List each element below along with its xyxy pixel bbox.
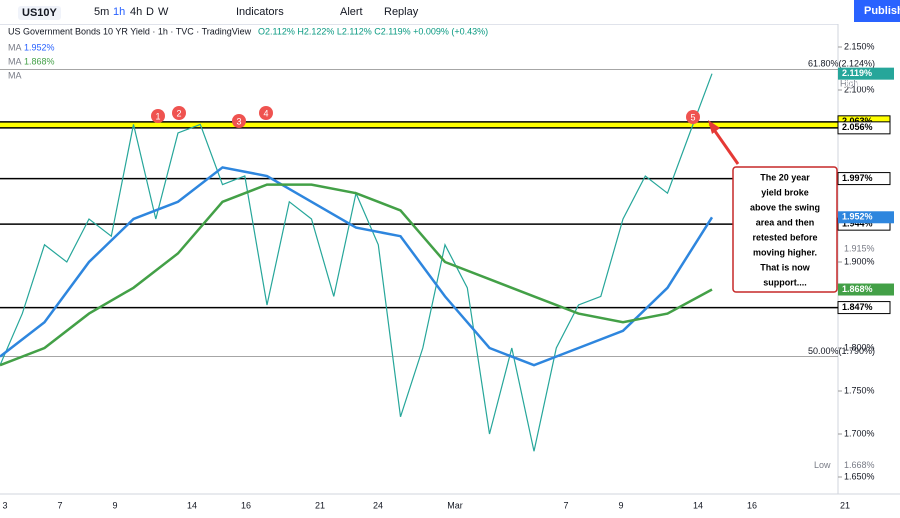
price-tag-label: 1.952% bbox=[842, 212, 873, 222]
interval[interactable]: 5m bbox=[94, 6, 110, 18]
ma-green bbox=[0, 183, 713, 367]
price bbox=[0, 73, 713, 452]
x-tick-label: 9 bbox=[618, 500, 623, 510]
avg-value: 1.915% bbox=[844, 243, 875, 253]
interval[interactable]: 1h bbox=[113, 6, 126, 18]
alert[interactable]: Alert bbox=[340, 6, 363, 18]
x-tick-label: 16 bbox=[747, 500, 757, 510]
y-tick-label: 1.900% bbox=[844, 256, 875, 266]
level-tag-label: 2.056% bbox=[842, 122, 873, 132]
price-tag bbox=[838, 67, 894, 80]
ma-label: MA bbox=[8, 42, 22, 52]
ma-blue bbox=[0, 166, 714, 367]
price-tag bbox=[838, 283, 894, 296]
swing-marker bbox=[232, 114, 246, 128]
chart: US Government Bonds 10 YR Yield · 1h · T… bbox=[0, 24, 900, 518]
fib-label: 61.80%(2.124%) bbox=[808, 59, 875, 69]
x-tick-label: 7 bbox=[563, 500, 568, 510]
x-tick-label: 21 bbox=[315, 500, 325, 510]
x-tick-label: 14 bbox=[187, 500, 197, 510]
swing-marker bbox=[172, 106, 186, 120]
interval[interactable]: D bbox=[146, 6, 154, 18]
callout-line: moving higher. bbox=[753, 247, 817, 257]
level-tag-label: 2.063% bbox=[842, 116, 873, 126]
swing-marker-label: 3 bbox=[236, 116, 241, 126]
legend-title: US Government Bonds 10 YR Yield · 1h · T… bbox=[8, 26, 252, 36]
swing-marker bbox=[259, 106, 273, 120]
ma-label: MA bbox=[8, 70, 22, 80]
replay[interactable]: Replay bbox=[384, 6, 419, 18]
ma2-value: 1.868% bbox=[24, 56, 55, 66]
fib-label: 50.00%(1.790%) bbox=[808, 346, 875, 356]
swing-marker-label: 4 bbox=[263, 108, 268, 118]
level-tag bbox=[837, 121, 891, 135]
y-tick-label: 1.700% bbox=[844, 428, 875, 438]
swing-marker-label: 1 bbox=[155, 111, 160, 121]
timer: 38:06 bbox=[844, 79, 867, 89]
symbol[interactable]: US10Y bbox=[18, 6, 61, 20]
x-tick-label: Mar bbox=[447, 500, 463, 510]
price-tag-label: 2.119% bbox=[842, 68, 872, 78]
callout-line: above the swing bbox=[750, 202, 820, 212]
high-label: High bbox=[840, 78, 859, 88]
price-axis-bg bbox=[838, 24, 900, 518]
x-tick-label: 3 bbox=[2, 500, 7, 510]
ma1-value: 1.952% bbox=[24, 42, 55, 52]
x-tick-label: 7 bbox=[57, 500, 62, 510]
toolbar: US10Y 5m 1h 4h D W Indicators Alert Repl… bbox=[0, 0, 900, 25]
low-label: Low bbox=[814, 460, 831, 470]
x-tick-label: 9 bbox=[112, 500, 117, 510]
swing-zone bbox=[0, 121, 838, 128]
swing-marker bbox=[151, 109, 165, 123]
x-tick-label: 24 bbox=[373, 500, 383, 510]
interval[interactable]: W bbox=[158, 6, 169, 18]
x-tick-label: 16 bbox=[241, 500, 251, 510]
y-tick-label: 1.650% bbox=[844, 471, 875, 481]
callout-line: support.... bbox=[763, 277, 807, 287]
legend-ohlc: O2.112% H2.122% L2.112% C2.119% +0.009% … bbox=[258, 26, 488, 36]
y-tick-label: 1.750% bbox=[844, 385, 875, 395]
y-tick-label: 2.100% bbox=[844, 84, 875, 94]
arrow-head bbox=[708, 120, 720, 134]
swing-marker-label: 2 bbox=[176, 108, 181, 118]
level-tag bbox=[837, 301, 891, 315]
swing-marker bbox=[686, 110, 700, 124]
level-tag-label: 1.997% bbox=[842, 173, 873, 183]
callout-line: area and then bbox=[756, 217, 815, 227]
level-tag bbox=[837, 172, 891, 186]
price-tag bbox=[838, 211, 894, 224]
indicators[interactable]: Indicators bbox=[236, 6, 284, 18]
low-value: 1.668% bbox=[844, 460, 875, 470]
swing-marker-label: 5 bbox=[690, 112, 695, 122]
callout-line: That is now bbox=[760, 262, 810, 272]
callout-line: retested before bbox=[752, 232, 817, 242]
ma-label: MA bbox=[8, 56, 22, 66]
publish[interactable]: Publish bbox=[854, 0, 900, 22]
level-tag-label: 1.944% bbox=[842, 219, 873, 229]
level-tag-label: 1.847% bbox=[842, 302, 873, 312]
price-tag-label: 1.868% bbox=[842, 284, 873, 294]
x-tick-label: 14 bbox=[693, 500, 703, 510]
callout-line: The 20 year bbox=[760, 172, 810, 182]
callout-line: yield broke bbox=[761, 187, 809, 197]
y-tick-label: 1.800% bbox=[844, 342, 875, 352]
interval[interactable]: 4h bbox=[130, 6, 143, 18]
y-tick-label: 2.150% bbox=[844, 41, 875, 51]
callout-box bbox=[732, 166, 838, 293]
x-tick-label: 21 bbox=[840, 500, 850, 510]
